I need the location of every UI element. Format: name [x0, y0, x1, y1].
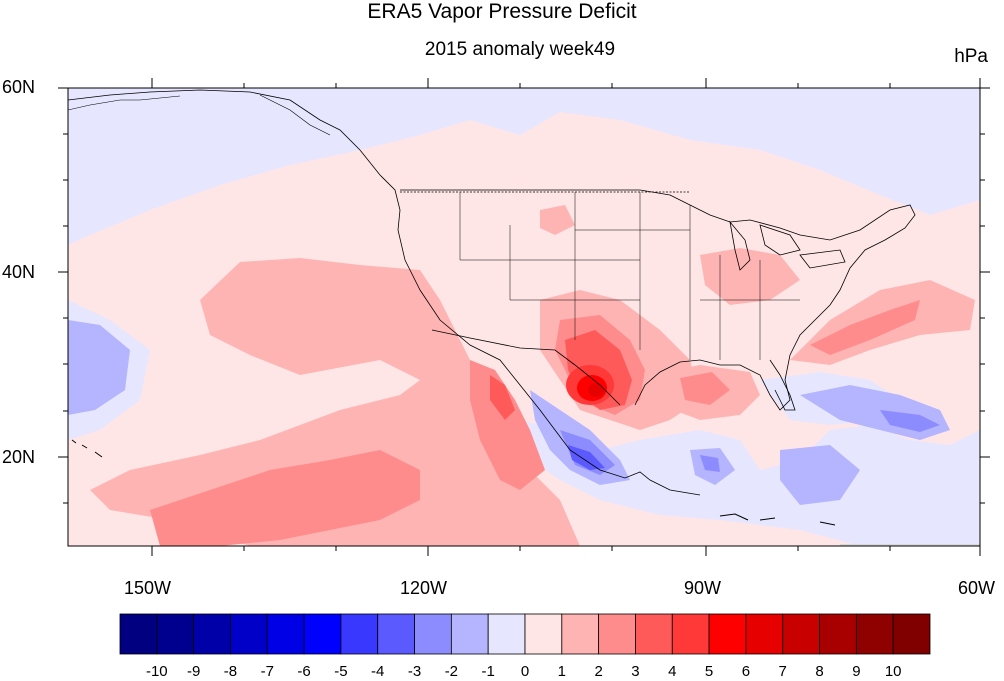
colorbar-tick-label: -1: [482, 663, 495, 680]
lon-label-150w: 150W: [124, 578, 172, 598]
lat-label-60n: 60N: [2, 77, 36, 97]
colorbar-swatch: [156, 613, 195, 655]
map-boundaries: [68, 89, 916, 526]
colorbar-swatch: [193, 613, 231, 655]
colorbar-tick-label: 9: [852, 663, 860, 680]
colorbar-swatch: [635, 613, 673, 655]
colorbar-tick-label: 5: [705, 663, 713, 680]
colorbar-swatch: [414, 613, 452, 655]
colorbar-swatch: [377, 613, 415, 655]
strong-red-anomaly-core: [566, 365, 614, 405]
axis-ticks: [58, 78, 990, 556]
colorbar-tick-label: -3: [408, 663, 421, 680]
colorbar: [119, 613, 931, 655]
colorbar-tick-label: -6: [297, 663, 310, 680]
no-data-strip-bottom: [840, 544, 980, 546]
dark-blue-anomaly-areas: [568, 445, 605, 470]
colorbar-swatch: [303, 613, 342, 655]
vpd-anomaly-field: [68, 88, 980, 546]
colorbar-tick-label: -7: [261, 663, 274, 680]
plot-frame: [67, 87, 981, 547]
colorbar-tick-label: 0: [521, 663, 529, 680]
colorbar-tick-label: 8: [815, 663, 823, 680]
colorbar-swatch: [671, 613, 710, 655]
colorbar-swatch: [598, 613, 636, 655]
colorbar-tick-label: 7: [779, 663, 787, 680]
colorbar-swatch: [266, 613, 305, 655]
colorbar-swatch: [708, 613, 747, 655]
lon-label-120w: 120W: [400, 578, 448, 598]
colorbar-swatch: [782, 613, 820, 655]
colorbar-swatch: [892, 613, 931, 655]
colorbar-tick-label: 3: [631, 663, 639, 680]
colorbar-tick-label: -9: [187, 663, 200, 680]
colorbar-tick-label: 2: [594, 663, 602, 680]
colorbar-swatch: [450, 613, 489, 655]
colorbar-tick-label: 10: [885, 663, 902, 680]
colorbar-tick-label: 4: [668, 663, 676, 680]
map-subtitle: 2015 anomaly week49: [424, 39, 616, 60]
colorbar-tick-label: -10: [146, 663, 168, 680]
colorbar-tick-label: 6: [742, 663, 750, 680]
colorbar-swatch: [561, 613, 600, 655]
colorbar-tick-label: -2: [445, 663, 458, 680]
colorbar-swatch: [855, 613, 894, 655]
colorbar-tick-label: -4: [371, 663, 384, 680]
colorbar-tick-label: 1: [558, 663, 566, 680]
colorbar-swatch: [230, 613, 268, 655]
map-title: ERA5 Vapor Pressure Deficit: [367, 0, 637, 23]
colorbar-swatch: [340, 613, 379, 655]
colorbar-swatch: [819, 613, 857, 655]
lat-label-20n: 20N: [2, 447, 36, 467]
colorbar-swatch: [487, 613, 526, 655]
lon-label-90w: 90W: [684, 578, 722, 598]
colorbar-swatch: [119, 613, 158, 655]
colorbar-swatch: [745, 613, 784, 655]
colorbar-swatch: [524, 613, 563, 655]
colorbar-tick-label: -8: [224, 663, 237, 680]
colorbar-tick-label: -5: [334, 663, 347, 680]
units-label: hPa: [954, 46, 988, 67]
colorbar-labels: -10 -9 -8 -7 -6 -5 -4 -3 -2 -1 0 1 2 3 4 5 6 7 8 9 10: [146, 663, 902, 680]
lon-label-60w: 60W: [958, 578, 996, 598]
lat-label-40n: 40N: [2, 262, 36, 282]
